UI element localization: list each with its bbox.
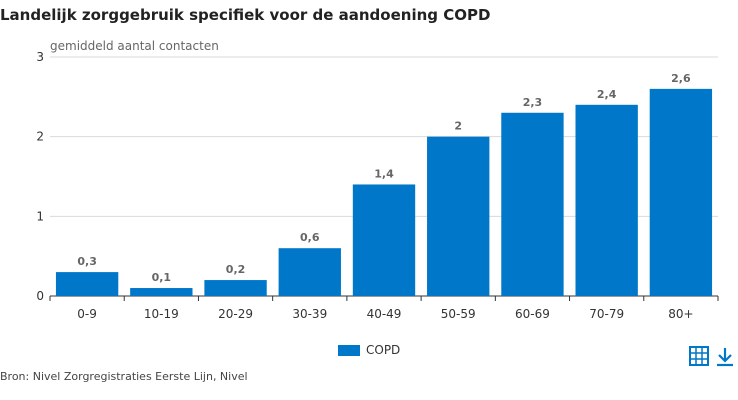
y-tick-label: 3 (36, 50, 44, 64)
legend-swatch (338, 344, 360, 356)
bar-40-49[interactable] (352, 184, 416, 296)
data-label: 0,6 (300, 231, 320, 244)
chart-title: Landelijk zorggebruik specifiek voor de … (0, 6, 491, 24)
data-label: 0,1 (152, 271, 172, 284)
bar-80+[interactable] (649, 88, 713, 296)
bar-50-59[interactable] (427, 136, 490, 296)
bar-0-9[interactable] (55, 272, 119, 296)
legend-label: COPD (366, 343, 401, 357)
y-tick-label: 0 (36, 289, 44, 303)
data-label: 2,3 (523, 96, 543, 109)
bar-60-69[interactable] (501, 112, 564, 297)
y-tick-label: 1 (36, 209, 44, 223)
x-tick-label: 40-49 (367, 307, 402, 321)
x-tick-label: 10-19 (144, 307, 179, 321)
bar-30-39[interactable] (278, 248, 341, 296)
bar-10-19[interactable] (130, 288, 193, 296)
x-tick-label: 80+ (668, 307, 693, 321)
x-tick-label: 30-39 (292, 307, 327, 321)
data-label: 1,4 (374, 167, 394, 180)
table-icon[interactable] (688, 345, 710, 367)
x-tick-label: 60-69 (515, 307, 550, 321)
bar-20-29[interactable] (204, 280, 267, 296)
x-tick-label: 20-29 (218, 307, 253, 321)
y-axis-label: gemiddeld aantal contacten (50, 39, 219, 53)
x-tick-label: 50-59 (441, 307, 476, 321)
data-label: 2,6 (671, 72, 691, 85)
data-label: 0,2 (226, 263, 246, 276)
y-tick-label: 2 (36, 130, 44, 144)
data-label: 0,3 (77, 255, 97, 268)
source-note: Bron: Nivel Zorgregistraties Eerste Lijn… (0, 370, 248, 383)
legend[interactable]: COPD (338, 343, 400, 357)
data-label: 2,4 (597, 88, 617, 101)
download-icon[interactable] (714, 345, 736, 367)
bar-70-79[interactable] (575, 104, 638, 296)
x-tick-label: 70-79 (589, 307, 624, 321)
data-label: 2 (454, 120, 462, 133)
x-tick-label: 0-9 (77, 307, 97, 321)
